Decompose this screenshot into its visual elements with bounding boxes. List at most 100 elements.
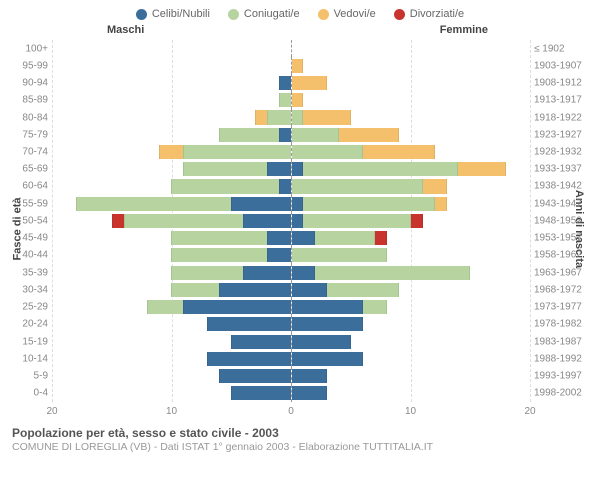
bar-segment (423, 179, 447, 193)
bar-stack (52, 300, 291, 314)
bar-segment (292, 93, 304, 107)
bar-stack (292, 352, 531, 366)
bar-stack (52, 179, 291, 193)
bar-stack (292, 214, 531, 228)
age-tick: 35-39 (12, 267, 48, 278)
legend-swatch (228, 9, 239, 20)
age-row: 70-741928-1932 (52, 143, 530, 160)
x-axis-left: 20100 (52, 404, 291, 422)
bar-segment (267, 248, 291, 262)
age-row: 85-891913-1917 (52, 92, 530, 109)
legend-label: Celibi/Nubili (152, 8, 210, 20)
male-half (52, 385, 292, 402)
bar-stack (292, 93, 531, 107)
bar-segment (292, 231, 316, 245)
age-row: 65-691933-1937 (52, 161, 530, 178)
bar-segment (458, 162, 506, 176)
male-half (52, 92, 292, 109)
bar-segment (171, 248, 266, 262)
age-row: 15-191983-1987 (52, 333, 530, 350)
x-tick: 20 (46, 406, 57, 417)
age-tick: 100+ (12, 43, 48, 54)
bar-segment (292, 76, 328, 90)
male-half (52, 74, 292, 91)
bar-segment (339, 128, 399, 142)
bar-segment (183, 300, 290, 314)
female-half (292, 212, 531, 229)
bar-stack (52, 352, 291, 366)
age-tick: 15-19 (12, 336, 48, 347)
bar-segment (315, 231, 375, 245)
bar-stack (292, 317, 531, 331)
bar-stack (52, 128, 291, 142)
bar-segment (147, 300, 183, 314)
bar-segment (159, 145, 183, 159)
female-half (292, 385, 531, 402)
age-row: 55-591943-1947 (52, 195, 530, 212)
bar-segment (183, 145, 290, 159)
age-tick: 25-29 (12, 302, 48, 313)
age-tick: 20-24 (12, 319, 48, 330)
birth-tick: 1998-2002 (534, 388, 588, 399)
bar-segment (303, 162, 458, 176)
birth-tick: 1923-1927 (534, 129, 588, 140)
bar-stack (292, 335, 531, 349)
bar-stack (52, 59, 291, 73)
x-axis: 20100 1020 (52, 404, 530, 422)
bar-segment (303, 214, 410, 228)
bar-segment (435, 197, 447, 211)
legend-label: Vedovi/e (334, 8, 376, 20)
legend-item: Divorziati/e (394, 8, 464, 20)
male-half (52, 57, 292, 74)
age-tick: 70-74 (12, 147, 48, 158)
male-half (52, 143, 292, 160)
bar-stack (292, 369, 531, 383)
age-row: 60-641938-1942 (52, 178, 530, 195)
x-tick: 10 (166, 406, 177, 417)
bar-stack (292, 162, 531, 176)
birth-tick: 1963-1967 (534, 267, 588, 278)
female-half (292, 264, 531, 281)
female-half (292, 333, 531, 350)
male-half (52, 350, 292, 367)
bar-segment (231, 197, 291, 211)
female-half (292, 195, 531, 212)
female-half (292, 92, 531, 109)
female-half (292, 350, 531, 367)
age-row: 40-441958-1962 (52, 247, 530, 264)
bar-stack (292, 110, 531, 124)
bar-segment (171, 179, 278, 193)
bar-segment (363, 300, 387, 314)
bar-segment (267, 162, 291, 176)
male-half (52, 161, 292, 178)
birth-tick: 1918-1922 (534, 112, 588, 123)
birth-tick: 1913-1917 (534, 95, 588, 106)
male-half (52, 109, 292, 126)
age-row: 25-291973-1977 (52, 299, 530, 316)
pyramid-chart: Maschi Femmine Fasce di età Anni di nasc… (12, 24, 588, 422)
bar-segment (267, 110, 291, 124)
bar-segment (292, 335, 352, 349)
male-half (52, 281, 292, 298)
bar-segment (255, 110, 267, 124)
bar-segment (292, 248, 387, 262)
age-tick: 40-44 (12, 250, 48, 261)
bar-segment (231, 335, 291, 349)
bar-segment (219, 128, 279, 142)
bar-stack (52, 369, 291, 383)
bar-stack (292, 128, 531, 142)
female-half (292, 178, 531, 195)
age-row: 95-991903-1907 (52, 57, 530, 74)
birth-tick: 1993-1997 (534, 371, 588, 382)
male-half (52, 230, 292, 247)
bar-segment (292, 179, 423, 193)
age-tick: 30-34 (12, 284, 48, 295)
male-half (52, 299, 292, 316)
male-half (52, 195, 292, 212)
female-half (292, 74, 531, 91)
age-tick: 75-79 (12, 129, 48, 140)
bar-stack (52, 231, 291, 245)
age-tick: 55-59 (12, 198, 48, 209)
bar-segment (231, 386, 291, 400)
age-row: 5-91993-1997 (52, 367, 530, 384)
